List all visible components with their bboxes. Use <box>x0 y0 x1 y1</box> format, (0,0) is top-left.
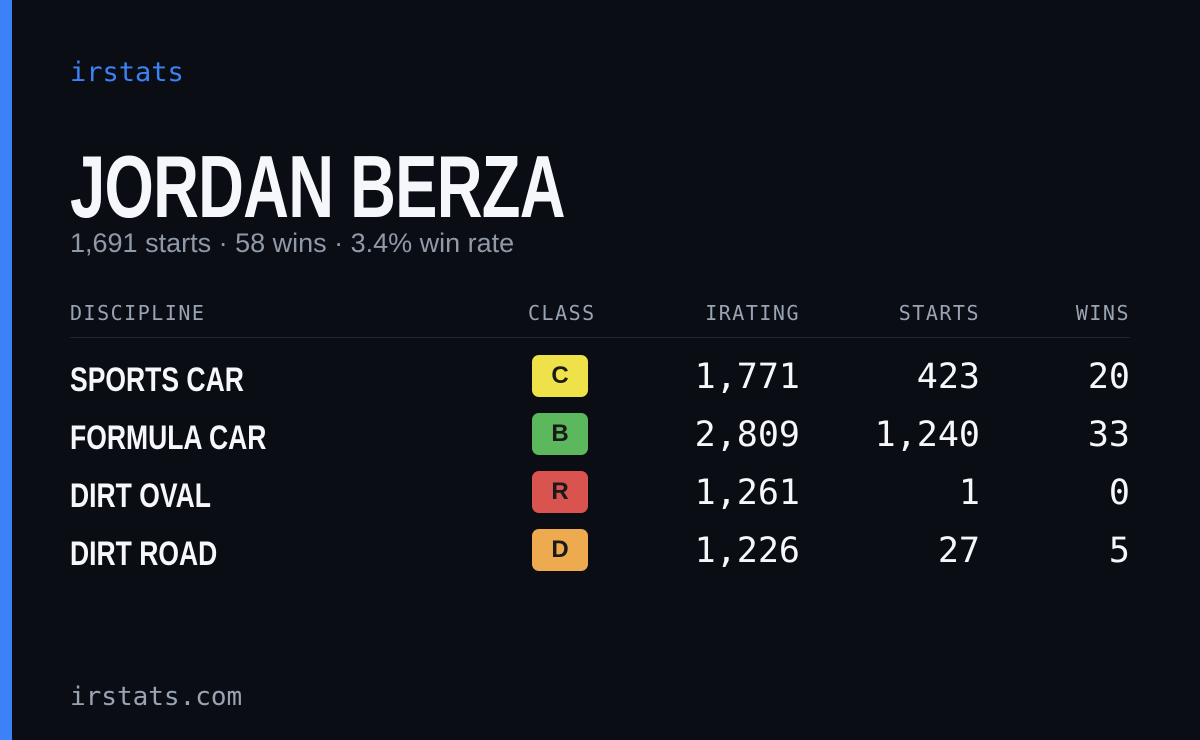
accent-bar <box>0 0 12 740</box>
starts: 1 <box>958 473 980 513</box>
class-badge: D <box>532 529 588 571</box>
column-header: WINS <box>1075 301 1130 325</box>
class-badge: B <box>532 413 588 455</box>
wins: 5 <box>1108 531 1130 571</box>
brand: irstats <box>70 57 184 88</box>
footer-url: irstats.com <box>70 682 243 712</box>
irating: 2,809 <box>694 415 800 455</box>
irating: 1,261 <box>694 473 800 513</box>
starts: 423 <box>916 357 980 397</box>
wins: 20 <box>1087 357 1130 397</box>
starts: 27 <box>937 531 980 571</box>
starts: 1,240 <box>874 415 980 455</box>
wins: 33 <box>1087 415 1130 455</box>
column-header: CLASS <box>528 301 596 325</box>
column-header: IRATING <box>705 301 800 325</box>
column-header: DISCIPLINE <box>70 301 206 325</box>
class-badge: R <box>532 471 588 513</box>
class-badge: C <box>532 355 588 397</box>
divider <box>70 337 1130 338</box>
discipline: SPORTS CAR <box>70 361 244 399</box>
driver-summary: 1,691 starts · 58 wins · 3.4% win rate <box>70 228 515 258</box>
discipline: FORMULA CAR <box>70 419 267 457</box>
wins: 0 <box>1108 473 1130 513</box>
driver-name: JORDAN BERZA <box>70 137 565 236</box>
discipline: DIRT OVAL <box>70 477 211 515</box>
discipline: DIRT ROAD <box>70 535 218 573</box>
column-header: STARTS <box>898 301 980 325</box>
irating: 1,226 <box>694 531 800 571</box>
irating: 1,771 <box>694 357 800 397</box>
